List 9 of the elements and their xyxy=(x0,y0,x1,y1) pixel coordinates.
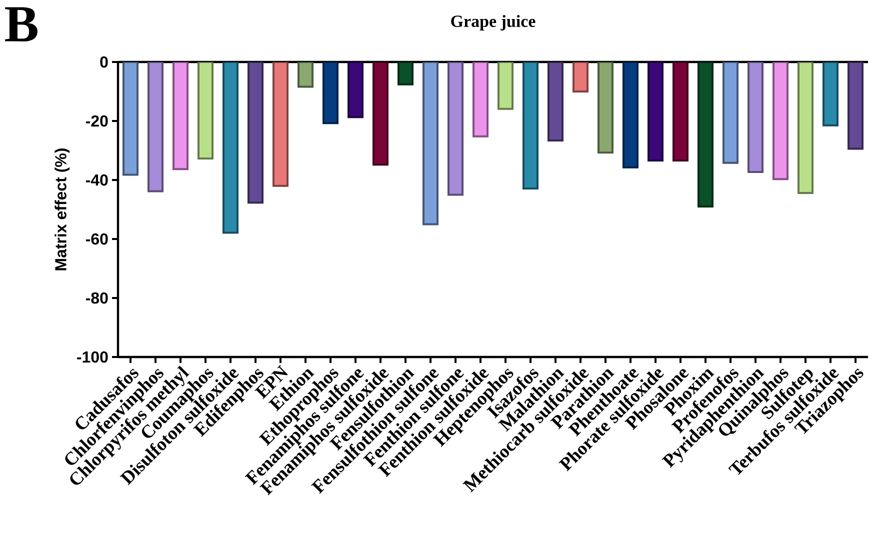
y-tick-label: -80 xyxy=(86,292,108,304)
y-tick-label: 0 xyxy=(100,56,108,68)
y-axis-title: Matrix effect (%) xyxy=(54,148,70,270)
y-tick-label: -100 xyxy=(77,351,108,363)
y-tick-label: -20 xyxy=(86,115,108,127)
chart-title: Grape juice xyxy=(451,15,536,30)
y-tick-label: -60 xyxy=(86,233,108,245)
y-tick-label: -40 xyxy=(86,174,108,186)
text: B xyxy=(5,7,38,42)
